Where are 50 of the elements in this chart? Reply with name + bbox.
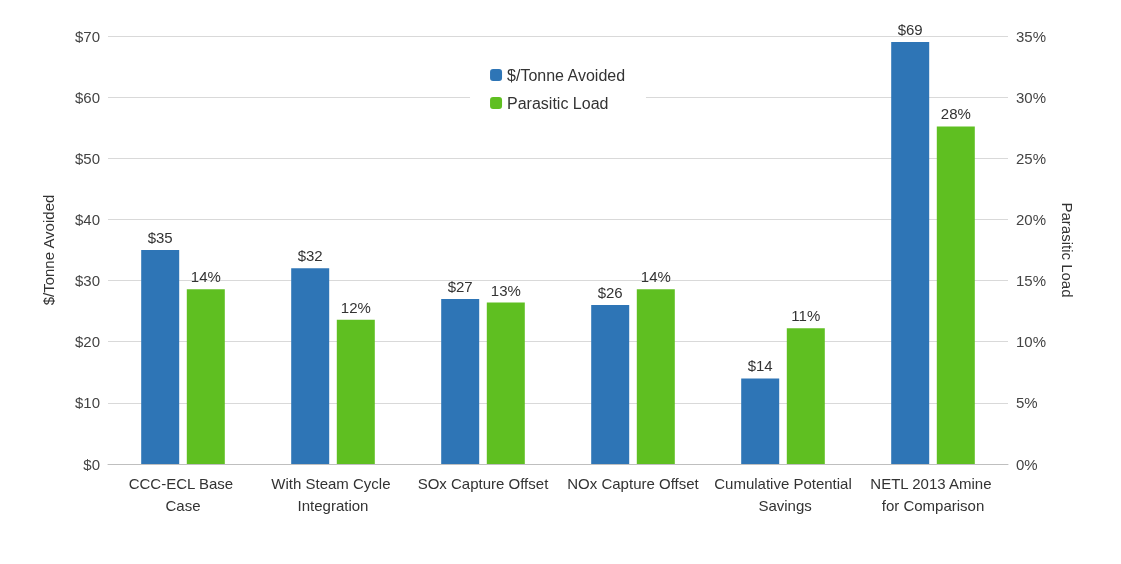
y-tick-label: $50: [74, 149, 100, 167]
legend-label: Parasitic Load: [507, 94, 609, 112]
data-label: 14%: [190, 268, 221, 286]
data-label: $32: [297, 247, 323, 265]
y-tick-label: $0: [83, 455, 100, 473]
data-label: 14%: [640, 268, 671, 286]
y2-tick-label: 0%: [1016, 455, 1038, 473]
bar: [636, 289, 675, 464]
y2-tick-label: 25%: [1016, 149, 1047, 167]
bar: [291, 268, 330, 464]
y2-tick-label: 20%: [1016, 210, 1047, 228]
data-label: 13%: [490, 281, 521, 299]
y2-tick-label: 15%: [1016, 272, 1047, 290]
bar: [186, 289, 225, 464]
y-tick-label: $60: [74, 88, 100, 106]
x-tick-label: CCC-ECL Base Case: [128, 474, 238, 514]
x-tick-label: SOx Capture Offset: [417, 474, 550, 492]
data-label: $69: [897, 21, 923, 39]
bar: [486, 302, 525, 464]
bar: [441, 298, 480, 464]
x-tick-label: With Steam Cycle Integration: [271, 474, 395, 514]
bar: [591, 305, 630, 464]
y2-tick-label: 10%: [1016, 333, 1047, 351]
y-tick-label: $20: [74, 333, 100, 351]
y2-tick-label: 35%: [1016, 27, 1047, 45]
data-label: $35: [147, 229, 173, 246]
bar: [141, 250, 180, 464]
legend-label: $/Tonne Avoided: [507, 66, 626, 84]
data-label: 11%: [791, 307, 821, 325]
y2-tick-label: 5%: [1016, 394, 1038, 412]
bar: [786, 328, 825, 464]
y-tick-label: $70: [74, 27, 100, 45]
bar: [741, 378, 780, 464]
data-label: 12%: [340, 298, 371, 316]
bar: [891, 42, 930, 464]
y-axis-title: $/Tonne Avoided: [40, 194, 57, 306]
data-label: $14: [747, 357, 773, 375]
y2-tick-label: 30%: [1016, 88, 1047, 106]
bar: [936, 126, 975, 464]
data-label: $26: [597, 284, 623, 302]
y-tick-label: $10: [74, 394, 100, 412]
y-tick-label: $40: [74, 210, 100, 228]
y-tick-label: $30: [74, 272, 100, 290]
x-tick-label: NOx Capture Offset: [567, 474, 700, 492]
bar: [336, 319, 375, 464]
x-tick-label: NETL 2013 Amine for Comparison: [870, 474, 996, 514]
data-label: 28%: [940, 105, 971, 123]
y2-axis-title: Parasitic Load: [1059, 202, 1076, 298]
x-tick-label: Cumulative Potential Savings: [714, 474, 852, 514]
data-label: $27: [447, 277, 473, 295]
